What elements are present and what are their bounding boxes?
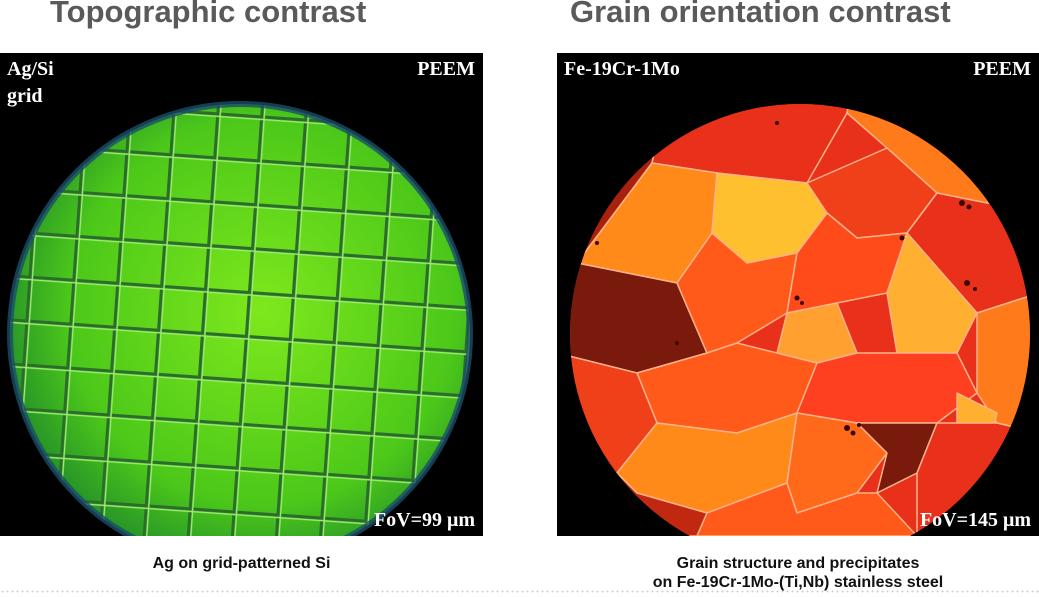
right-panel-title: Grain orientation contrast bbox=[570, 0, 951, 29]
grain-orientation-peem-image: Fe-19Cr-1Mo PEEM FoV=145 μm bbox=[557, 53, 1039, 536]
left-caption: Ag on grid-patterned Si bbox=[152, 555, 331, 572]
right-fov-label: FoV=145 μm bbox=[919, 509, 1031, 531]
topographic-peem-image: Ag/Si grid PEEM FoV=99 μm bbox=[0, 53, 483, 536]
left-sample-label-line1: Ag/Si bbox=[7, 58, 54, 80]
right-caption-line2: on Fe-19Cr-1Mo-(Ti,Nb) stainless steel bbox=[652, 574, 944, 591]
left-panel-title: Topographic contrast bbox=[50, 0, 367, 29]
right-sample-label: Fe-19Cr-1Mo bbox=[564, 58, 680, 80]
left-sample-label-line2: grid bbox=[7, 85, 43, 107]
ag-si-grid-micrograph bbox=[7, 101, 473, 536]
dotted-divider bbox=[0, 590, 1039, 593]
right-caption-line1: Grain structure and precipitates bbox=[676, 555, 920, 572]
right-caption: Grain structure and precipitates on Fe-1… bbox=[557, 554, 1039, 592]
right-method-label: PEEM bbox=[973, 58, 1031, 80]
steel-grain-micrograph bbox=[570, 104, 1030, 536]
left-fov-label: FoV=99 μm bbox=[373, 509, 475, 531]
left-method-label: PEEM bbox=[417, 58, 475, 80]
